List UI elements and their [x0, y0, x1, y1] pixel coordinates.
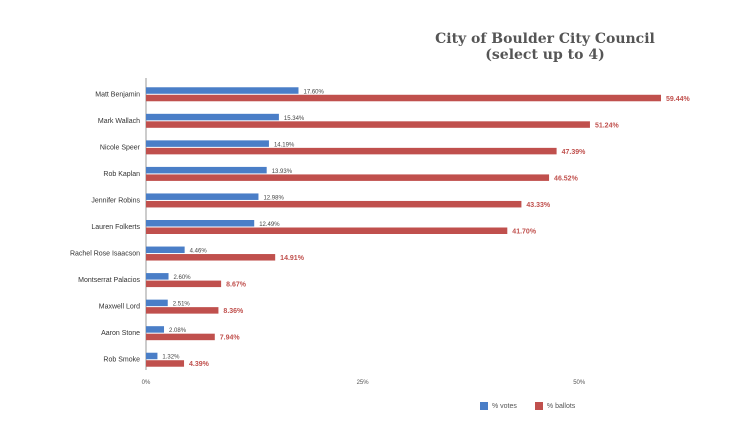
category-label: Rob Kaplan [103, 171, 140, 178]
data-label-votes: 13.93% [272, 169, 293, 175]
data-label-ballots: 59.44% [666, 96, 691, 103]
bar-votes [146, 326, 165, 333]
data-label-ballots: 47.39% [562, 149, 587, 156]
data-label-ballots: 41.70% [512, 229, 537, 236]
bar-ballots [146, 254, 276, 261]
x-tick-label: 50% [573, 380, 586, 386]
legend: % votes % ballots [480, 399, 575, 413]
bar-votes [146, 220, 255, 227]
chart-subtitle: (select up to 4) [485, 47, 605, 63]
legend-label-votes: % votes [492, 402, 517, 410]
bar-ballots [146, 360, 185, 367]
data-label-votes: 15.34% [284, 116, 305, 122]
legend-label-ballots: % ballots [546, 402, 576, 410]
category-label: Rob Smoke [103, 357, 140, 364]
data-label-ballots: 51.24% [595, 122, 620, 129]
category-label: Rachel Rose Isaacson [70, 251, 140, 258]
category-label: Lauren Folkerts [91, 224, 140, 231]
category-label: Maxwell Lord [99, 304, 140, 311]
legend-swatch-ballots [534, 402, 543, 410]
x-tick-label: 25% [357, 380, 370, 386]
data-label-votes: 17.60% [303, 89, 324, 95]
bar-ballots [146, 307, 219, 314]
bar-ballots [146, 147, 557, 155]
bar-ballots [146, 121, 590, 128]
data-label-ballots: 14.91% [280, 255, 305, 262]
bar-ballots [146, 174, 550, 181]
bar-ballots [146, 227, 508, 234]
x-tick-label: 0% [142, 380, 151, 386]
data-label-ballots: 43.33% [526, 202, 551, 209]
bar-votes [146, 166, 267, 174]
data-label-votes: 1.32% [162, 355, 180, 361]
bar-votes [146, 273, 169, 280]
data-label-votes: 4.46% [190, 249, 208, 255]
bar-ballots [146, 200, 522, 208]
data-label-ballots: 8.36% [223, 308, 244, 315]
bar-votes [146, 352, 158, 360]
data-label-votes: 14.19% [274, 142, 295, 148]
data-label-ballots: 46.52% [554, 175, 579, 182]
data-label-ballots: 7.94% [220, 335, 241, 342]
data-label-votes: 12.98% [263, 195, 284, 201]
bar-votes [146, 113, 279, 121]
bar-ballots [146, 280, 222, 288]
data-label-ballots: 4.39% [189, 361, 210, 368]
legend-item-ballots: % ballots [534, 402, 576, 410]
bar-ballots [146, 94, 661, 102]
chart-title: City of Boulder City Council [435, 31, 655, 47]
category-label: Mark Wallach [98, 118, 140, 125]
bar-votes [146, 87, 299, 94]
category-label: Nicole Speer [100, 144, 141, 151]
data-label-votes: 12.49% [259, 222, 280, 228]
category-label: Matt Benjamin [95, 91, 140, 98]
bar-votes [146, 140, 269, 147]
category-label: Aaron Stone [101, 330, 140, 337]
legend-item-votes: % votes [480, 402, 517, 410]
bar-ballots [146, 333, 215, 341]
category-label: Jennifer Robins [91, 197, 140, 204]
data-label-votes: 2.51% [173, 302, 191, 308]
data-label-votes: 2.60% [174, 275, 192, 281]
data-label-votes: 2.08% [169, 328, 187, 334]
bar-votes [146, 246, 185, 254]
data-label-ballots: 8.67% [226, 282, 247, 289]
bar-votes [146, 193, 259, 200]
legend-swatch-votes [480, 402, 488, 410]
category-label: Montserrat Palacios [78, 277, 140, 284]
bar-votes [146, 299, 168, 307]
